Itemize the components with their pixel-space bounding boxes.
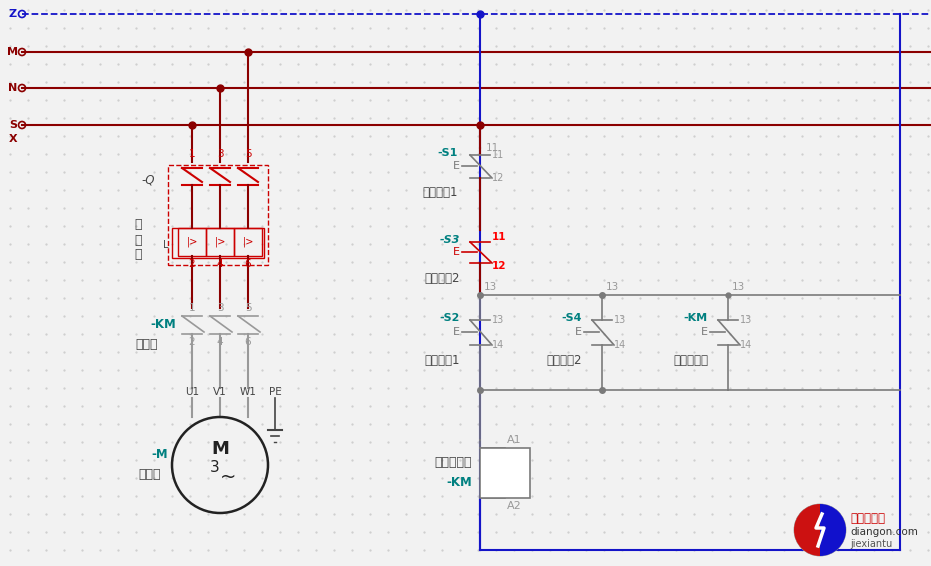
Text: 4: 4 <box>217 259 223 269</box>
Text: 启动按钮1: 启动按钮1 <box>425 354 460 367</box>
Text: N: N <box>8 83 18 93</box>
Text: 6: 6 <box>245 337 251 347</box>
Text: -KM: -KM <box>150 319 176 332</box>
Text: W1: W1 <box>239 387 256 397</box>
Text: A2: A2 <box>507 501 521 511</box>
Text: -Q: -Q <box>142 174 155 187</box>
Text: 6: 6 <box>245 259 251 269</box>
Text: X: X <box>8 134 18 144</box>
Text: 12: 12 <box>492 173 505 183</box>
Text: jiexiantu: jiexiantu <box>850 539 892 549</box>
Text: PE: PE <box>269 387 281 397</box>
Text: 13: 13 <box>492 315 505 325</box>
Text: 2: 2 <box>189 259 196 269</box>
Text: 电工学习网: 电工学习网 <box>850 512 885 525</box>
Text: -S2: -S2 <box>439 313 460 323</box>
Text: 11: 11 <box>486 143 499 153</box>
Text: |>: |> <box>186 237 197 247</box>
Text: 断
路
器: 断 路 器 <box>134 218 142 261</box>
Text: E: E <box>700 327 708 337</box>
Text: 13: 13 <box>732 282 745 292</box>
Text: 5: 5 <box>245 303 251 313</box>
Text: |>: |> <box>214 237 225 247</box>
Wedge shape <box>820 504 846 556</box>
Text: 接触器常开: 接触器常开 <box>673 354 708 367</box>
Text: A1: A1 <box>507 435 521 445</box>
Text: E: E <box>452 247 460 257</box>
Text: 3: 3 <box>210 460 220 474</box>
Text: 13: 13 <box>614 315 627 325</box>
Text: 13: 13 <box>606 282 619 292</box>
Text: 1: 1 <box>189 303 196 313</box>
Wedge shape <box>794 504 820 556</box>
Text: 停止按钮2: 停止按钮2 <box>425 272 460 285</box>
Text: 14: 14 <box>492 340 505 350</box>
Text: 电动机: 电动机 <box>139 469 161 482</box>
Text: -KM: -KM <box>446 477 472 490</box>
Text: M: M <box>7 47 19 57</box>
Text: -S4: -S4 <box>561 313 582 323</box>
Text: E: E <box>574 327 582 337</box>
Text: 5: 5 <box>245 149 251 159</box>
Text: 13: 13 <box>740 315 752 325</box>
Text: |>: |> <box>242 237 253 247</box>
Text: ~: ~ <box>220 468 236 487</box>
Text: 14: 14 <box>614 340 627 350</box>
Bar <box>480 448 530 498</box>
Text: diangon.com: diangon.com <box>850 527 918 537</box>
Text: 接触器线圈: 接触器线圈 <box>435 457 472 470</box>
Text: Z: Z <box>9 9 17 19</box>
Text: U1: U1 <box>185 387 199 397</box>
Text: -KM: -KM <box>684 313 708 323</box>
Text: 启动按钮2: 启动按钮2 <box>546 354 582 367</box>
Text: 11: 11 <box>492 232 506 242</box>
Text: 2: 2 <box>189 337 196 347</box>
Text: -S3: -S3 <box>439 235 460 245</box>
Text: M: M <box>211 440 229 458</box>
Text: 12: 12 <box>492 261 506 271</box>
Text: L: L <box>163 240 168 250</box>
Text: 3: 3 <box>217 149 223 159</box>
Text: 停止按钮1: 停止按钮1 <box>423 187 458 199</box>
Text: 接触器: 接触器 <box>136 337 158 350</box>
Text: V1: V1 <box>213 387 227 397</box>
Text: 4: 4 <box>217 337 223 347</box>
Text: 11: 11 <box>492 150 505 160</box>
Text: -M: -M <box>152 448 169 461</box>
Circle shape <box>794 504 846 556</box>
Text: -S1: -S1 <box>438 148 458 158</box>
Text: 1: 1 <box>189 149 196 159</box>
Text: 3: 3 <box>217 303 223 313</box>
Text: E: E <box>452 161 460 171</box>
Text: E: E <box>452 327 460 337</box>
Text: 13: 13 <box>484 282 497 292</box>
Text: S: S <box>9 120 17 130</box>
Text: 14: 14 <box>740 340 752 350</box>
